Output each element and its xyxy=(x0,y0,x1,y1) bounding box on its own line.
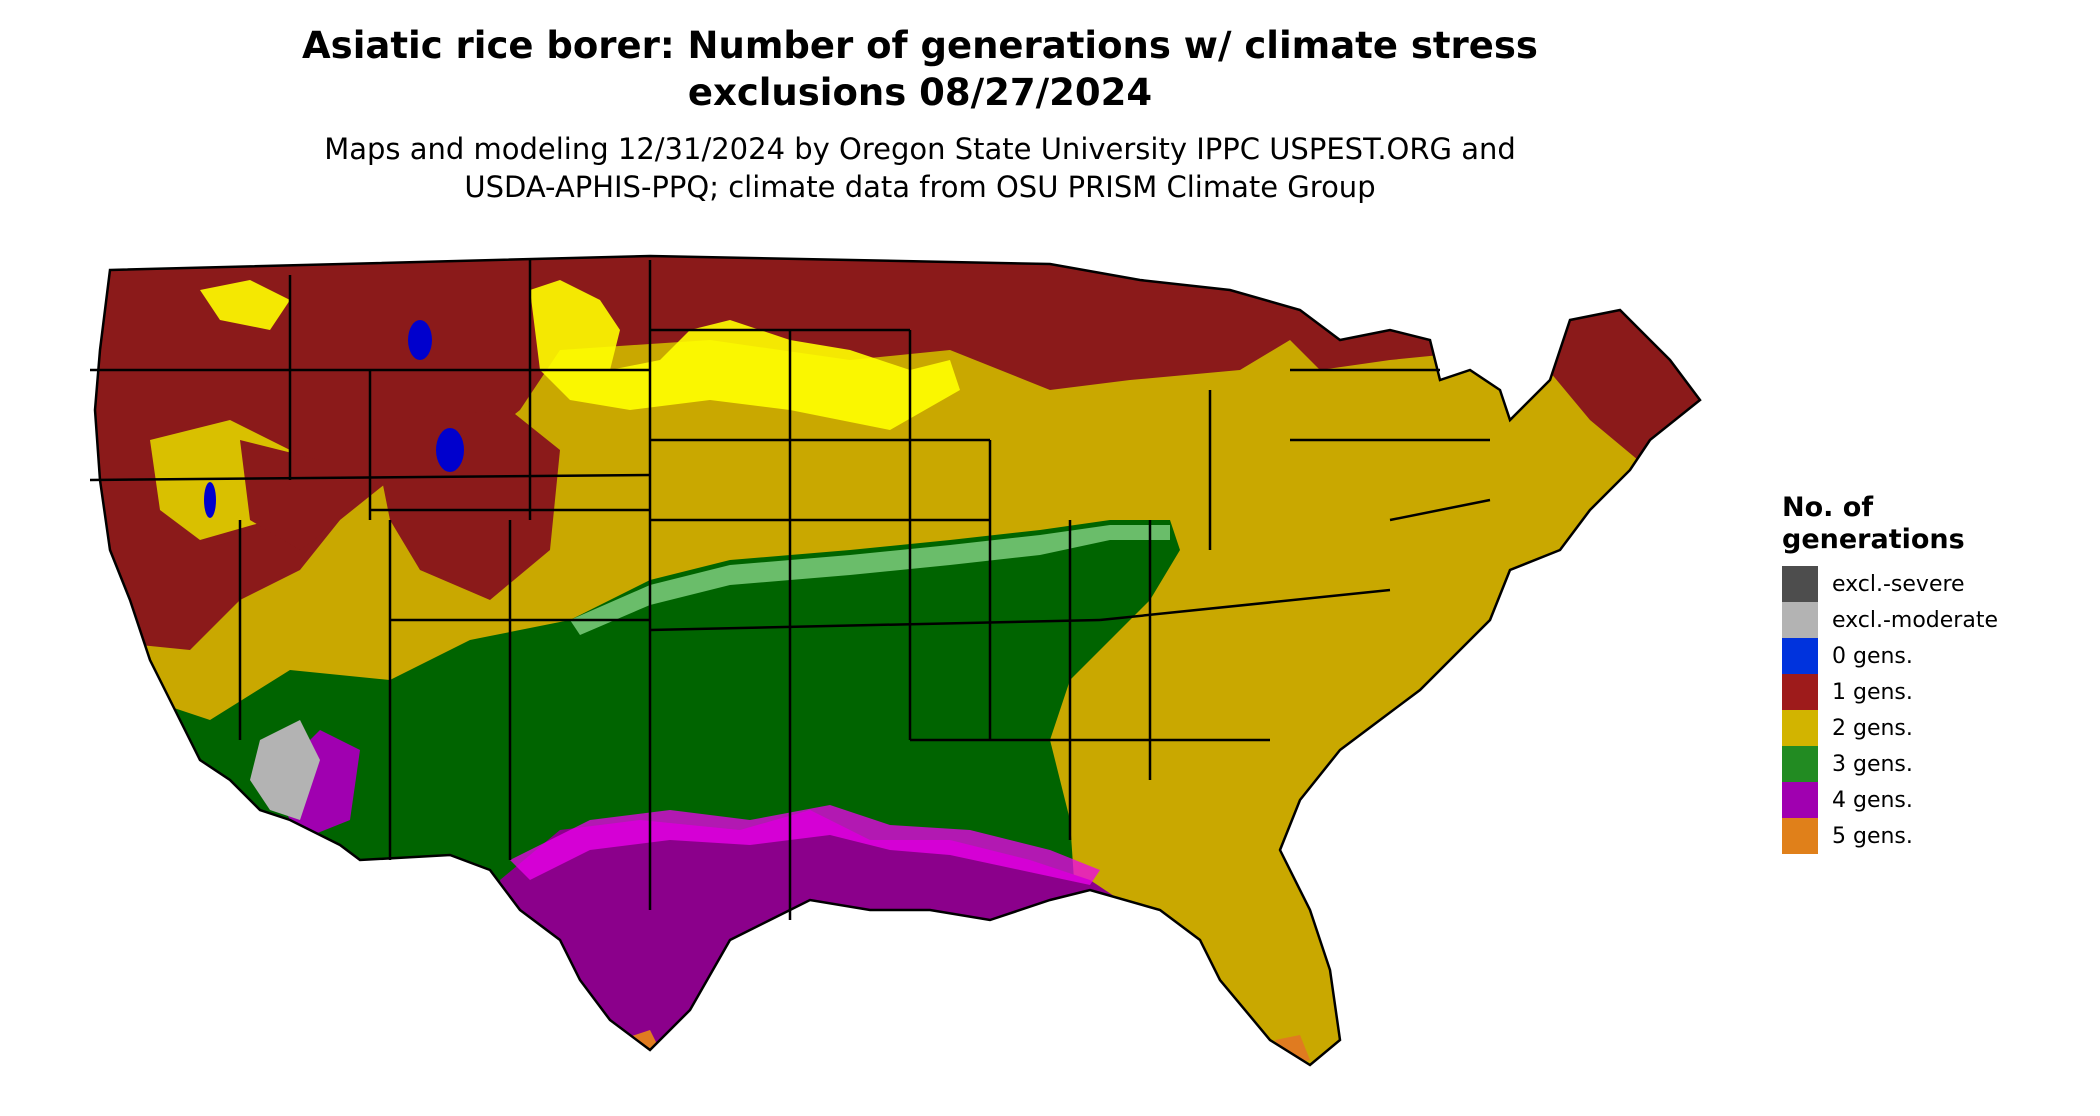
legend-items: excl.-severe excl.-moderate 0 gens. 1 gens.… xyxy=(1782,566,2082,854)
legend-swatch xyxy=(1782,638,1818,674)
us-generations-map xyxy=(90,254,1702,1067)
zone-0-gen-sierra xyxy=(204,482,216,518)
legend-swatch xyxy=(1782,818,1818,854)
legend-item: 5 gens. xyxy=(1782,818,2082,854)
legend-title-line1: No. of xyxy=(1782,492,1874,523)
legend-swatch xyxy=(1782,674,1818,710)
legend-label: excl.-moderate xyxy=(1832,607,1998,633)
zone-0-gen-wyoming xyxy=(408,320,432,360)
zone-1-gen-nevada xyxy=(240,440,340,550)
zone-4-gen-bright xyxy=(510,805,1100,885)
legend-swatch xyxy=(1782,782,1818,818)
map-subtitle: Maps and modeling 12/31/2024 by Oregon S… xyxy=(0,130,1840,206)
legend-label: 1 gens. xyxy=(1832,679,1913,705)
zone-2-gen-light xyxy=(530,280,960,430)
legend-swatch xyxy=(1782,566,1818,602)
zone-1-gen-rockies xyxy=(370,410,560,600)
legend-item: 0 gens. xyxy=(1782,638,2082,674)
legend-item: excl.-moderate xyxy=(1782,602,2082,638)
legend-label: 2 gens. xyxy=(1832,715,1913,741)
map-subtitle-line1: Maps and modeling 12/31/2024 by Oregon S… xyxy=(324,132,1516,166)
legend-swatch xyxy=(1782,746,1818,782)
legend-label: 5 gens. xyxy=(1832,823,1913,849)
zone-excl-moderate xyxy=(250,720,320,820)
generation-zones xyxy=(95,256,1700,1065)
legend-item: 4 gens. xyxy=(1782,782,2082,818)
legend-title-line2: generations xyxy=(1782,524,1965,555)
map-title: Asiatic rice borer: Number of generation… xyxy=(0,22,1840,116)
legend-item: 2 gens. xyxy=(1782,710,2082,746)
legend-label: 0 gens. xyxy=(1832,643,1913,669)
legend-item: 1 gens. xyxy=(1782,674,2082,710)
zone-3-gen-light xyxy=(570,525,1170,635)
zone-2-gen-light-nw xyxy=(200,280,290,330)
legend-item: 3 gens. xyxy=(1782,746,2082,782)
legend-swatch xyxy=(1782,710,1818,746)
legend: No. of generations excl.-severe excl.-mod… xyxy=(1782,492,2082,854)
map-title-line1: Asiatic rice borer: Number of generation… xyxy=(302,24,1538,67)
legend-title: No. of generations xyxy=(1782,492,2082,556)
state-boundaries xyxy=(90,254,1702,1067)
legend-label: 4 gens. xyxy=(1832,787,1913,813)
map-subtitle-line2: USDA-APHIS-PPQ; climate data from OSU PR… xyxy=(464,170,1376,204)
legend-item: excl.-severe xyxy=(1782,566,2082,602)
legend-label: 3 gens. xyxy=(1832,751,1913,777)
map-title-line2: exclusions 08/27/2024 xyxy=(687,71,1153,114)
zone-0-gen-colorado xyxy=(436,428,464,472)
legend-swatch xyxy=(1782,602,1818,638)
legend-label: excl.-severe xyxy=(1832,571,1965,597)
